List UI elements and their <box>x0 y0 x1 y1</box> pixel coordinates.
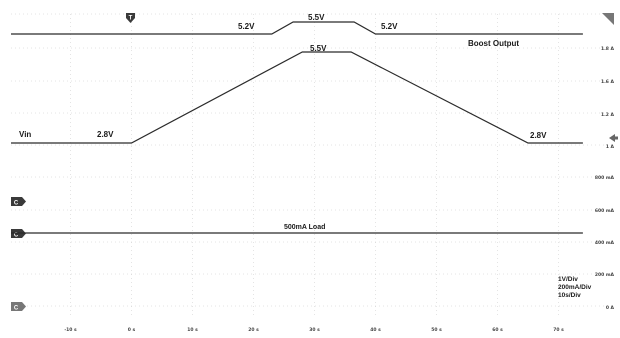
annotation-boost-low-left: 5.2V <box>238 22 255 31</box>
right-axis-tick-label: 800 mA <box>595 175 615 181</box>
series-vin-line <box>11 51 583 144</box>
x-tick-label: 20 s <box>248 327 259 333</box>
right-axis-tick-label: 1.8 A <box>601 46 615 52</box>
right-axis-tick-label: 0 A <box>606 305 615 311</box>
x-axis-tick-labels: -10 s 0 s 10 s 20 s 30 s 40 s 50 s 60 s 70 s <box>64 327 564 333</box>
series-label-boost-output: Boost Output <box>468 39 519 48</box>
x-tick-label: 30 s <box>309 327 320 333</box>
annotation-boost-high: 5.5V <box>308 13 325 22</box>
overflow-corner-icon <box>602 13 614 25</box>
annotation-boost-low-right: 5.2V <box>381 22 398 31</box>
trigger-marker-icon[interactable]: T <box>126 13 135 23</box>
right-axis-tick-label: 1 A <box>606 144 615 150</box>
svg-text:T: T <box>129 16 133 22</box>
x-tick-label: 50 s <box>431 327 442 333</box>
series-boost-output-line <box>11 21 583 35</box>
scale-amps-per-div: 200mA/Div <box>558 284 592 291</box>
scale-volts-per-div: 1V/Div <box>558 276 578 283</box>
right-axis-tick-labels: 1.8 A 1.6 A 1.2 A 1 A 800 mA 600 mA 400 mA 200 … <box>595 46 615 311</box>
svg-text:C: C <box>14 306 19 312</box>
annotation-vin-low-right: 2.8V <box>530 131 547 140</box>
right-axis-tick-label: 1.2 A <box>601 112 615 118</box>
annotation-vin-low-left: 2.8V <box>97 130 114 139</box>
channel-marker-ch2[interactable]: C <box>11 229 26 239</box>
x-tick-label: 60 s <box>492 327 503 333</box>
right-axis-tick-label: 600 mA <box>595 208 615 214</box>
channel-marker-ch3[interactable]: C <box>11 302 26 312</box>
x-tick-label: 70 s <box>553 327 564 333</box>
right-axis-tick-label: 1.6 A <box>601 79 615 85</box>
svg-text:C: C <box>14 201 19 207</box>
right-axis-tick-label: 400 mA <box>595 240 615 246</box>
trigger-level-arrow-icon[interactable] <box>609 134 618 142</box>
scale-time-per-div: 10s/Div <box>558 292 581 299</box>
right-axis-tick-label: 200 mA <box>595 272 615 278</box>
series-label-load: 500mA Load <box>284 224 325 231</box>
channel-marker-ch1[interactable]: C <box>11 197 26 207</box>
x-tick-label: -10 s <box>64 327 77 333</box>
grid <box>11 13 614 318</box>
annotation-vin-high: 5.5V <box>310 44 327 53</box>
x-tick-label: 40 s <box>370 327 381 333</box>
series-label-vin: Vin <box>19 130 31 139</box>
x-tick-label: 0 s <box>128 327 136 333</box>
svg-text:C: C <box>14 233 19 239</box>
x-tick-label: 10 s <box>187 327 198 333</box>
